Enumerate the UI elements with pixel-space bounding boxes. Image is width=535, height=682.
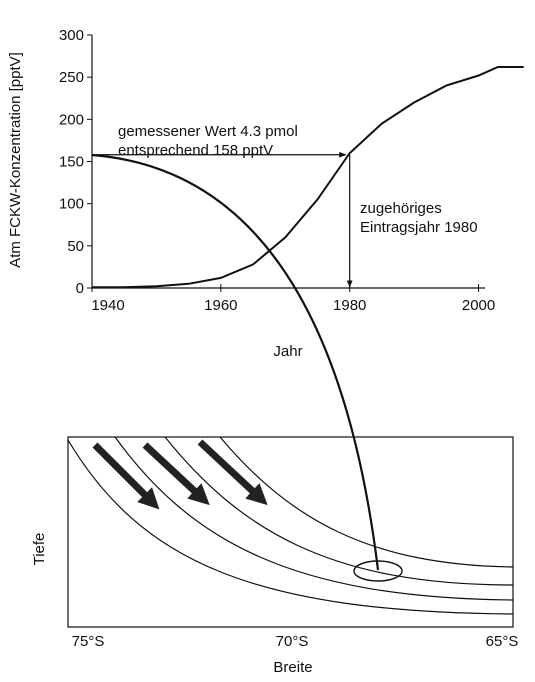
section-frame bbox=[67, 436, 514, 628]
y-axis-label: Tiefe bbox=[31, 533, 48, 566]
y-tick-label: 0 bbox=[76, 280, 84, 297]
flow-arrow bbox=[92, 442, 160, 510]
y-tick-label: 150 bbox=[59, 154, 84, 171]
isopycnal bbox=[219, 436, 514, 568]
annotation: Eintragsjahr 1980 bbox=[360, 219, 478, 236]
concentration-line bbox=[92, 66, 524, 289]
x-axis-label: Jahr bbox=[273, 343, 302, 360]
y-tick-label: 250 bbox=[59, 69, 84, 86]
annotation: gemessener Wert 4.3 pmol bbox=[118, 123, 298, 140]
y-tick-label: 50 bbox=[67, 238, 84, 255]
x-tick-label: 75°S bbox=[72, 633, 105, 650]
isopycnal bbox=[114, 436, 514, 601]
y-tick-label: 100 bbox=[59, 196, 84, 213]
x-tick-label: 2000 bbox=[462, 297, 495, 314]
x-tick-label: 1940 bbox=[91, 297, 124, 314]
flow-arrow bbox=[197, 439, 268, 506]
annotation: zugehöriges bbox=[360, 200, 442, 217]
y-axis-label: Atm FCKW-Konzentration [pptV] bbox=[7, 52, 24, 268]
section-diagram: 75°S 70°S 65°S Breite Tiefe bbox=[31, 436, 519, 676]
isopycnal bbox=[164, 436, 514, 586]
x-axis-label: Breite bbox=[273, 659, 312, 676]
x-tick-label: 1980 bbox=[333, 297, 366, 314]
y-tick-label: 200 bbox=[59, 111, 84, 128]
annotation: entsprechend 158 pptV bbox=[118, 142, 273, 159]
y-tick-label: 300 bbox=[59, 27, 84, 44]
flow-arrow bbox=[142, 442, 210, 506]
isopycnal bbox=[67, 439, 514, 615]
x-tick-label: 65°S bbox=[486, 633, 519, 650]
x-tick-label: 70°S bbox=[276, 633, 309, 650]
sample-ellipse bbox=[353, 560, 403, 582]
x-tick-label: 1960 bbox=[204, 297, 237, 314]
